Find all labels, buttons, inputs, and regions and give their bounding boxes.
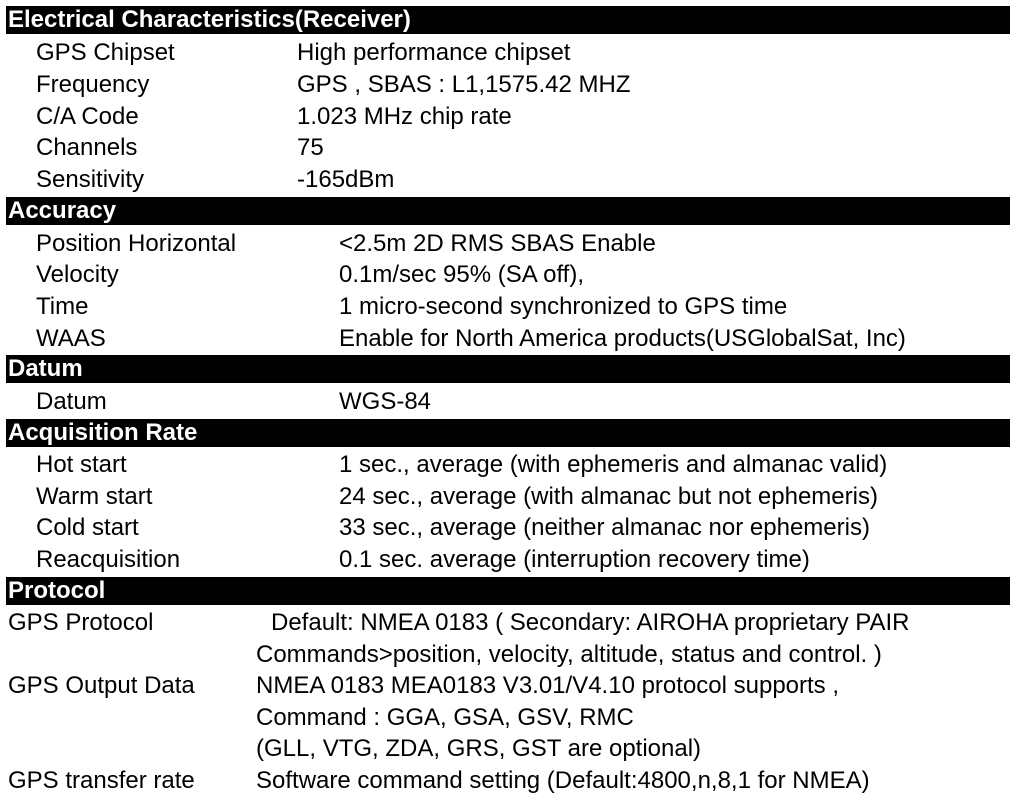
spec-value: 1.023 MHz chip rate [297, 103, 512, 130]
spec-value: Enable for North America products(USGlob… [339, 325, 906, 352]
spec-label: Frequency [36, 71, 150, 98]
spec-label: Position Horizontal [36, 230, 237, 257]
spec-label: Cold start [36, 514, 139, 541]
spec-label: GPS transfer rate [8, 767, 195, 794]
spec-label: Reacquisition [36, 546, 181, 573]
spec-value: 24 sec., average (with almanac but not e… [339, 483, 878, 510]
spec-value: Command : GGA, GSA, GSV, RMC [256, 704, 634, 731]
spec-value: Software command setting (Default:4800,n… [256, 767, 870, 794]
spec-value: Commands>position, velocity, altitude, s… [256, 641, 882, 668]
section-header-accuracy: Accuracy [6, 197, 1010, 225]
spec-sheet: Electrical Characteristics(Receiver) GPS… [6, 6, 1010, 796]
spec-value: <2.5m 2D RMS SBAS Enable [339, 230, 656, 257]
spec-label: Channels [36, 134, 138, 161]
spec-value: -165dBm [297, 166, 395, 193]
spec-label: Sensitivity [36, 166, 145, 193]
spec-value: 33 sec., average (neither almanac nor ep… [339, 514, 870, 541]
spec-value: 1 micro-second synchronized to GPS time [339, 293, 788, 320]
spec-value: WGS-84 [339, 388, 432, 415]
spec-value: NMEA 0183 MEA0183 V3.01/V4.10 protocol s… [256, 672, 840, 699]
spec-label: Warm start [36, 483, 153, 510]
section-header-electrical: Electrical Characteristics(Receiver) [6, 6, 1010, 34]
spec-label: C/A Code [36, 103, 139, 130]
spec-label: GPS Chipset [36, 39, 175, 66]
spec-label: Velocity [36, 261, 119, 288]
spec-value: High performance chipset [297, 39, 571, 66]
section-header-datum: Datum [6, 355, 1010, 383]
spec-label: WAAS [36, 325, 106, 352]
spec-label: Time [36, 293, 89, 320]
section-header-protocol: Protocol [6, 577, 1010, 605]
spec-label: GPS Protocol [8, 609, 154, 636]
spec-value: 0.1 sec. average (interruption recovery … [339, 546, 810, 573]
section-header-acquisition: Acquisition Rate [6, 419, 1010, 447]
spec-label: Datum [36, 388, 107, 415]
spec-value: GPS , SBAS : L1,1575.42 MHZ [297, 71, 631, 98]
spec-label: Hot start [36, 451, 127, 478]
spec-value: 75 [297, 134, 324, 161]
spec-value: Default: NMEA 0183 ( Secondary: AIROHA p… [271, 609, 910, 636]
spec-value: 0.1m/sec 95% (SA off), [339, 261, 585, 288]
spec-value: 1 sec., average (with ephemeris and alma… [339, 451, 888, 478]
spec-label: GPS Output Data [8, 672, 195, 699]
spec-value: (GLL, VTG, ZDA, GRS, GST are optional) [256, 735, 702, 762]
